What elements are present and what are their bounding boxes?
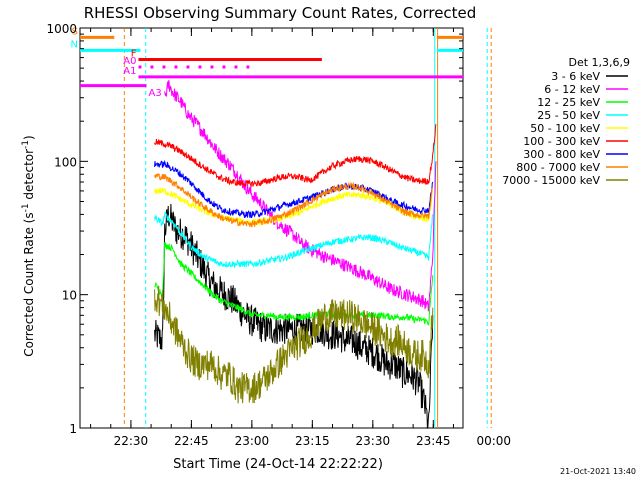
x-tick-label: 22:45 (174, 434, 209, 448)
footer-timestamp: 21-Oct-2021 13:40 (560, 467, 636, 476)
series-line (154, 124, 437, 188)
legend-label: 50 - 100 keV (530, 122, 600, 135)
y-tick-label: 100 (54, 155, 77, 169)
series-line (154, 211, 434, 269)
series-line (154, 285, 434, 404)
legend-label: 7000 - 15000 keV (502, 174, 600, 187)
x-tick-label: 23:30 (356, 434, 391, 448)
series-line (154, 159, 434, 219)
y-axis-label: Corrected Count Rate (s-1 detector-1) (21, 135, 36, 356)
legend-label: 12 - 25 keV (537, 96, 600, 109)
plot-frame (79, 27, 464, 429)
axis-layer: 1 10 100 1000 22:30 22:45 23:00 23:15 23:30 23:45… (46, 22, 511, 448)
legend-label: 3 - 6 keV (551, 70, 600, 83)
series-line (164, 80, 437, 312)
flag-label: F (131, 49, 137, 60)
y-axis-label-end: ) (22, 135, 36, 140)
x-tick-label: 00:00 (476, 434, 511, 448)
y-tick-label: 1 (69, 422, 77, 436)
series-line (154, 242, 434, 327)
legend-label: 6 - 12 keV (544, 83, 600, 96)
chart-title: RHESSI Observing Summary Count Rates, Co… (84, 4, 477, 22)
flag-label: S (72, 26, 78, 37)
x-tick-label: 23:45 (416, 434, 451, 448)
flag-label: A0 (123, 56, 136, 67)
y-tick-label: 1000 (46, 22, 77, 36)
x-tick-label: 22:30 (114, 434, 149, 448)
legend-title: Det 1,3,6,9 (568, 56, 630, 69)
y-axis-label-mid: detector (22, 149, 36, 204)
y-tick-label: 10 (62, 289, 77, 303)
x-tick-label: 23:00 (235, 434, 270, 448)
flag-label: A1 (123, 66, 136, 77)
y-axis-label-exp1: -1 (21, 203, 31, 212)
flag-label: N (71, 39, 78, 50)
flag-label: A3 (149, 88, 162, 99)
x-axis-label: Start Time (24-Oct-14 22:22:22) (173, 457, 383, 472)
legend-label: 100 - 300 keV (523, 135, 600, 148)
y-axis-label-main: Corrected Count Rate (s (22, 212, 36, 356)
legend-label: 25 - 50 keV (537, 109, 600, 122)
x-tick-label: 23:15 (295, 434, 330, 448)
series-layer (154, 80, 437, 429)
y-axis-label-exp2: -1 (21, 140, 31, 149)
legend-label: 300 - 800 keV (523, 148, 600, 161)
legend-label: 800 - 7000 keV (516, 161, 600, 174)
series-line (154, 172, 434, 228)
